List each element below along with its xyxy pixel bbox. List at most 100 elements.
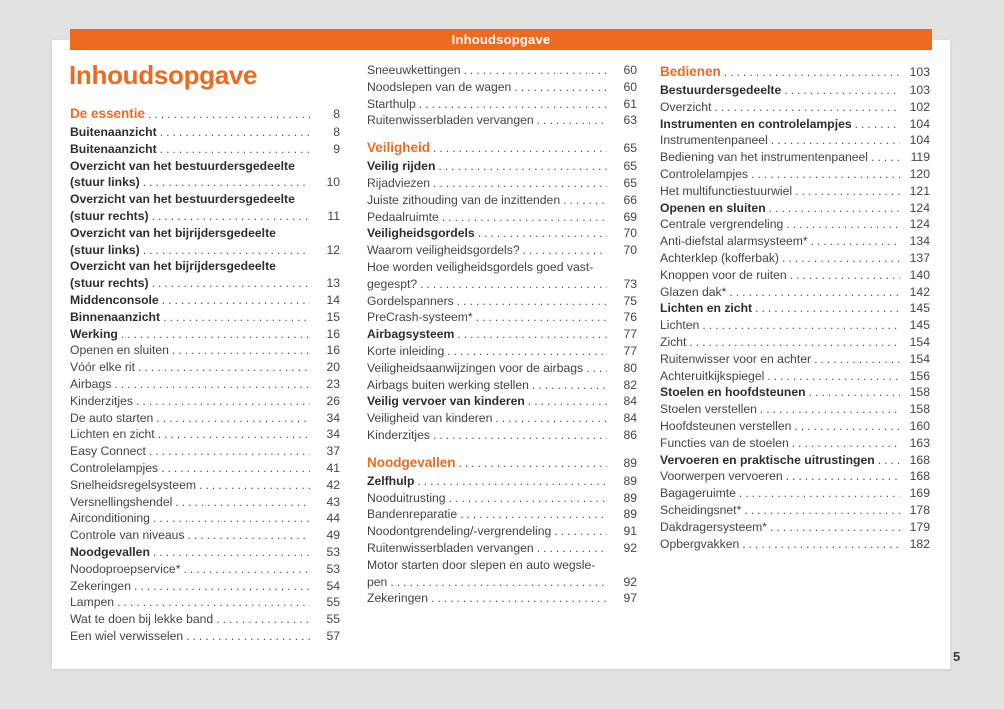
dot-leader [702, 317, 900, 334]
toc-entry-page: 137 [909, 250, 930, 265]
toc-entry-label: Veiligheidsaanwijzingen voor de airbags [367, 360, 584, 375]
toc-entry: Motor starten door slepen en auto wegsle… [367, 557, 637, 591]
toc-entry-page: 104 [909, 116, 930, 131]
toc-entry-label-line1: Overzicht van het bijrijdersgedeelte [70, 225, 276, 240]
dot-leader [459, 453, 607, 473]
dot-leader [117, 594, 310, 611]
toc-entry-label: Ruitenwisserbladen vervangen [367, 540, 534, 555]
toc-entry-page: 80 [623, 360, 637, 375]
dot-leader [878, 452, 900, 469]
toc-entry: Achteruitkijkspiegel 156 [660, 368, 930, 385]
toc-entry: Lichten en zicht 34 [70, 426, 340, 443]
toc-entry-page: 8 [333, 107, 340, 121]
toc-entry-page: 75 [623, 293, 637, 308]
toc-entry: Vervoeren en praktische uitrustingen 168 [660, 452, 930, 469]
toc-entry-label: Zelfhulp [367, 473, 415, 488]
dot-leader [390, 574, 607, 591]
toc-entry-label-line1: Overzicht van het bestuurdersgedeelte [70, 192, 295, 207]
toc-entry-page: 60 [623, 79, 637, 94]
dot-leader [183, 561, 310, 578]
toc-entry-page: 63 [623, 113, 637, 128]
dot-leader [767, 368, 900, 385]
toc-entry-label: Middenconsole [70, 292, 159, 307]
toc-entry: Nooduitrusting 89 [367, 490, 637, 507]
toc-entry-page: 16 [326, 326, 340, 341]
dot-leader [809, 384, 900, 401]
toc-entry-label: Stoelen en hoofdsteunen [660, 385, 806, 400]
toc-entry: Noodontgrendeling/-vergrendeling 91 [367, 523, 637, 540]
toc-entry-page: 168 [909, 452, 930, 467]
toc-entry-label: Binnenaanzicht [70, 309, 161, 324]
toc-entry-label: Veiligheid [367, 140, 431, 156]
dot-leader [811, 233, 900, 250]
toc-entry-label: Wat te doen bij lekke band [70, 612, 214, 627]
dot-leader [729, 284, 900, 301]
toc-entry: De auto starten 34 [70, 410, 340, 427]
toc-entry: Rijadviezen 65 [367, 175, 637, 192]
dot-leader [186, 628, 310, 645]
toc-entry-page: 92 [623, 540, 637, 555]
toc-entry-page: 182 [909, 536, 930, 551]
toc-entry-label: Buitenaanzicht [70, 125, 157, 139]
toc-entry-page: 26 [326, 393, 340, 408]
toc-entry-label: Lichten en zicht [660, 301, 753, 316]
toc-entry: Airbags 23 [70, 376, 340, 393]
dot-leader [152, 275, 310, 292]
dot-leader [751, 166, 900, 183]
toc-entry-label: Achteruitkijkspiegel [660, 368, 765, 383]
toc-entry-page: 37 [326, 444, 340, 459]
dot-leader [689, 334, 900, 351]
toc-entry-label: Kinderzitjes [367, 427, 430, 442]
toc-entry-page: 8 [333, 125, 340, 139]
toc-entry: Hoofdsteunen verstellen 160 [660, 418, 930, 435]
toc-entry-label: Openen en sluiten [70, 343, 169, 358]
toc-entry-page: 73 [623, 276, 637, 291]
toc-entry-label: Snelheidsregelsysteem [70, 477, 197, 492]
toc-entry-page: 23 [326, 376, 340, 391]
toc-entry-label: Korte inleiding [367, 343, 445, 358]
toc-entry-label: Noodontgrendeling/-vergrendeling [367, 524, 552, 539]
toc-entry-page: 9 [333, 141, 340, 156]
dot-leader [795, 183, 900, 200]
toc-entry-label: Noodslepen van de wagen [367, 79, 512, 94]
toc-entry: Scheidingsnet* 178 [660, 502, 930, 519]
toc-entry: Veiligheidsaanwijzingen voor de airbags 8… [367, 360, 637, 377]
dot-leader [563, 192, 607, 209]
toc-entry-label: Hoofdsteunen verstellen [660, 418, 792, 433]
toc-entry: Zelfhulp 89 [367, 473, 637, 490]
toc-entry: Sneeuwkettingen 60 [367, 62, 637, 79]
toc-entry: Airbagsysteem 77 [367, 326, 637, 343]
toc-entry-label: Achterklep (kofferbak) [660, 250, 779, 265]
toc-entry-label: Rijadviezen [367, 175, 431, 190]
toc-entry-label: Buitenaanzicht [70, 141, 157, 156]
toc-entry: Airbags buiten werking stellen 82 [367, 377, 637, 394]
toc-entry: Bandenreparatie 89 [367, 506, 637, 523]
toc-entry: Binnenaanzicht 15 [70, 309, 340, 326]
toc-entry: Overzicht van het bijrijdersgedeelte (stu… [70, 225, 340, 259]
toc-entry: Easy Connect 37 [70, 443, 340, 460]
toc-entry: Overzicht 102 [660, 99, 930, 116]
toc-entry-label: Stoelen verstellen [660, 402, 757, 417]
toc-entry-page: 145 [909, 318, 930, 333]
toc-column-2: Sneeuwkettingen60Noodslepen van de wagen… [367, 62, 637, 607]
dot-leader [152, 208, 310, 225]
dot-leader [431, 590, 607, 607]
toc-entry-page: 54 [326, 578, 340, 593]
dot-leader [714, 99, 900, 116]
toc-entry-label: De auto starten [70, 410, 154, 425]
toc-entry-page: 77 [623, 343, 637, 358]
toc-entry: Openen en sluiten 16 [70, 342, 340, 359]
dot-leader [136, 393, 310, 410]
dot-leader [770, 519, 900, 536]
toc-entry-label: Noodgevallen [367, 454, 456, 470]
toc-entry-label: Centrale vergrendeling [660, 217, 784, 232]
toc-entry: Controlelampjes 120 [660, 166, 930, 183]
toc-entry: Openen en sluiten 124 [660, 200, 930, 217]
dot-leader [143, 242, 310, 259]
toc-entry-page: 121 [909, 183, 930, 198]
toc-entry-label: Lampen [70, 595, 115, 610]
toc-entry-page: 84 [623, 411, 637, 426]
toc-entry-page: 34 [326, 427, 340, 442]
dot-leader [175, 494, 310, 511]
toc-entry-page: 168 [909, 469, 930, 484]
